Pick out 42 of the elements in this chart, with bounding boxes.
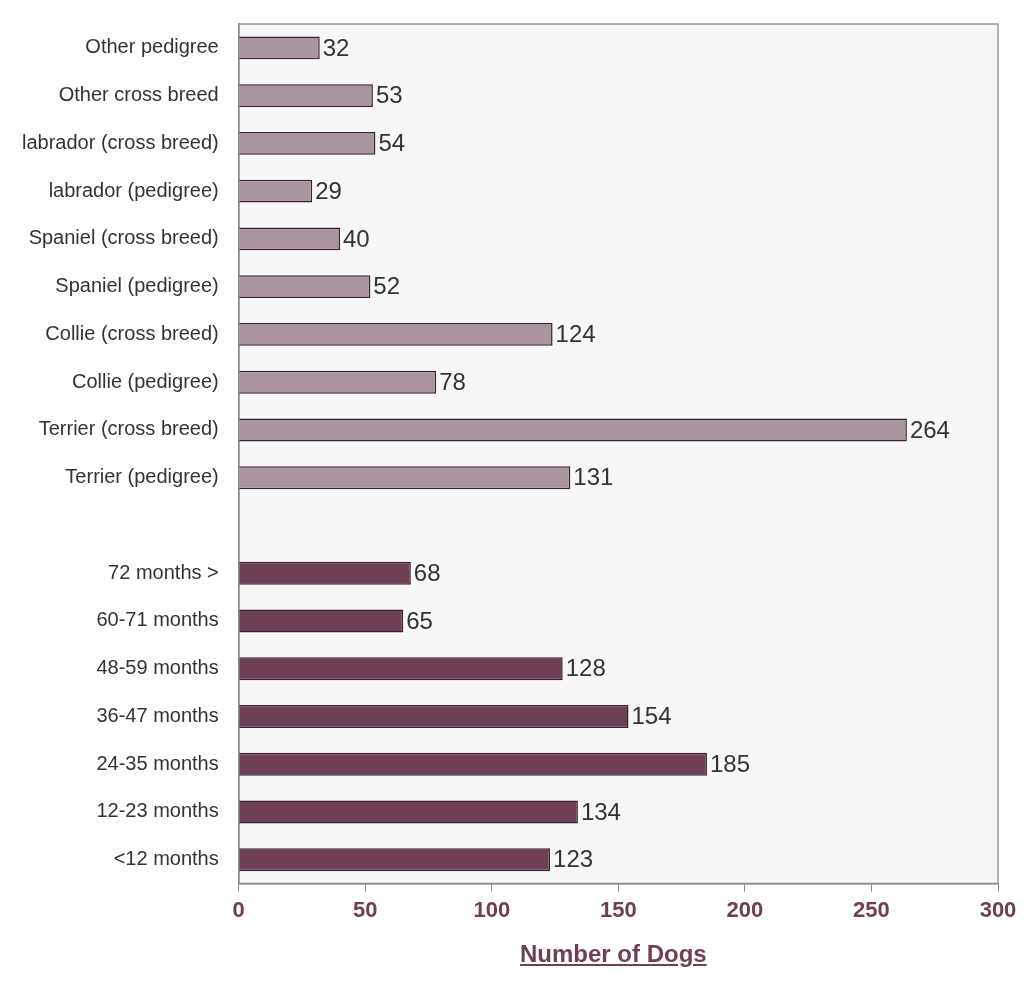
- data-label: 264: [909, 415, 950, 443]
- data-label: 53: [375, 81, 403, 109]
- data-label: 131: [573, 463, 614, 491]
- x-axis-title: Number of Dogs: [520, 940, 707, 968]
- y-tick-label: <12 months: [113, 847, 219, 870]
- data-label: 52: [373, 272, 401, 300]
- data-label: 65: [406, 606, 433, 634]
- y-tick-label: Terrier (pedigree): [65, 465, 219, 488]
- data-label: 40: [342, 224, 370, 252]
- y-tick-label: Other pedigree: [85, 35, 219, 58]
- data-label: 185: [709, 749, 750, 777]
- y-tick-label: Other cross breed: [58, 83, 219, 106]
- y-tick-label: labrador (cross breed): [22, 130, 219, 153]
- data-label: 124: [555, 320, 596, 348]
- y-tick-label: Collie (cross breed): [45, 321, 219, 344]
- y-tick-label: 36-47 months: [96, 703, 219, 726]
- y-tick-label: 24-35 months: [96, 751, 219, 774]
- x-tick-label: 150: [600, 896, 637, 922]
- y-tick-label: 72 months >: [108, 560, 219, 583]
- x-tick-label: 200: [726, 896, 764, 922]
- x-tick-label: 100: [473, 896, 511, 922]
- data-label: 128: [565, 654, 606, 682]
- data-label: 54: [378, 129, 406, 157]
- data-label: 68: [413, 558, 441, 586]
- x-tick-label: 300: [979, 896, 1017, 922]
- x-tick-label: 250: [853, 896, 890, 922]
- y-tick-label: labrador (pedigree): [48, 178, 219, 201]
- y-tick-label: 48-59 months: [96, 656, 219, 679]
- y-tick-label: Terrier (cross breed): [38, 417, 219, 440]
- y-tick-label: Collie (pedigree): [72, 369, 219, 392]
- data-label: 29: [315, 176, 342, 204]
- y-tick-label: 60-71 months: [96, 608, 219, 631]
- y-tick-label: 12-23 months: [96, 799, 219, 822]
- data-label: 154: [631, 702, 672, 730]
- data-label: 134: [580, 797, 621, 825]
- data-label: 32: [322, 33, 350, 61]
- data-label: 123: [553, 845, 594, 873]
- x-tick-label: 50: [353, 896, 378, 922]
- y-tick-label: Spaniel (cross breed): [28, 226, 219, 249]
- y-tick-label: Spaniel (pedigree): [55, 274, 219, 297]
- x-tick-label: 0: [232, 896, 245, 922]
- data-label: 78: [439, 367, 466, 395]
